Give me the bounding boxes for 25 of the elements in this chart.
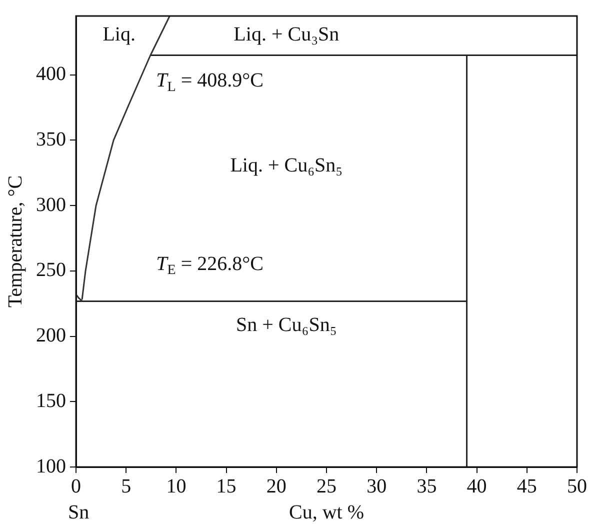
x-tick-label: 10 [166,475,186,498]
y-tick-label: 400 [36,63,66,86]
x-tick-label: 45 [516,475,537,498]
annotation: Liq. + Cu₃Sn [234,24,340,46]
y-tick-label: 250 [36,259,66,282]
x-tick-label: 20 [266,475,286,498]
x-tick-label: 15 [216,475,236,498]
y-tick-label: 150 [36,390,66,412]
y-axis-title: Temperature, °C [4,175,26,308]
text: Sn [68,501,90,524]
annotation: Sn + Cu₆Sn₅ [236,314,337,336]
x-tick-label: 40 [466,475,487,498]
x-tick-label: 5 [121,475,132,498]
y-tick-label: 100 [36,455,66,478]
x-tick-label: 25 [316,475,336,498]
annotation: Liq. [102,24,136,46]
y-tick-label: 350 [36,128,66,150]
annotation: Liq. + Cu₆Sn₅ [230,154,343,176]
x-axis-title: Cu, wt % [289,501,364,524]
y-tick-label: 300 [36,194,66,216]
x-tick-label: 30 [366,475,387,498]
x-tick-label: 35 [416,475,437,498]
x-tick-label: 0 [71,475,81,498]
x-tick-label: 50 [567,475,587,498]
y-tick-label: 200 [36,324,66,347]
